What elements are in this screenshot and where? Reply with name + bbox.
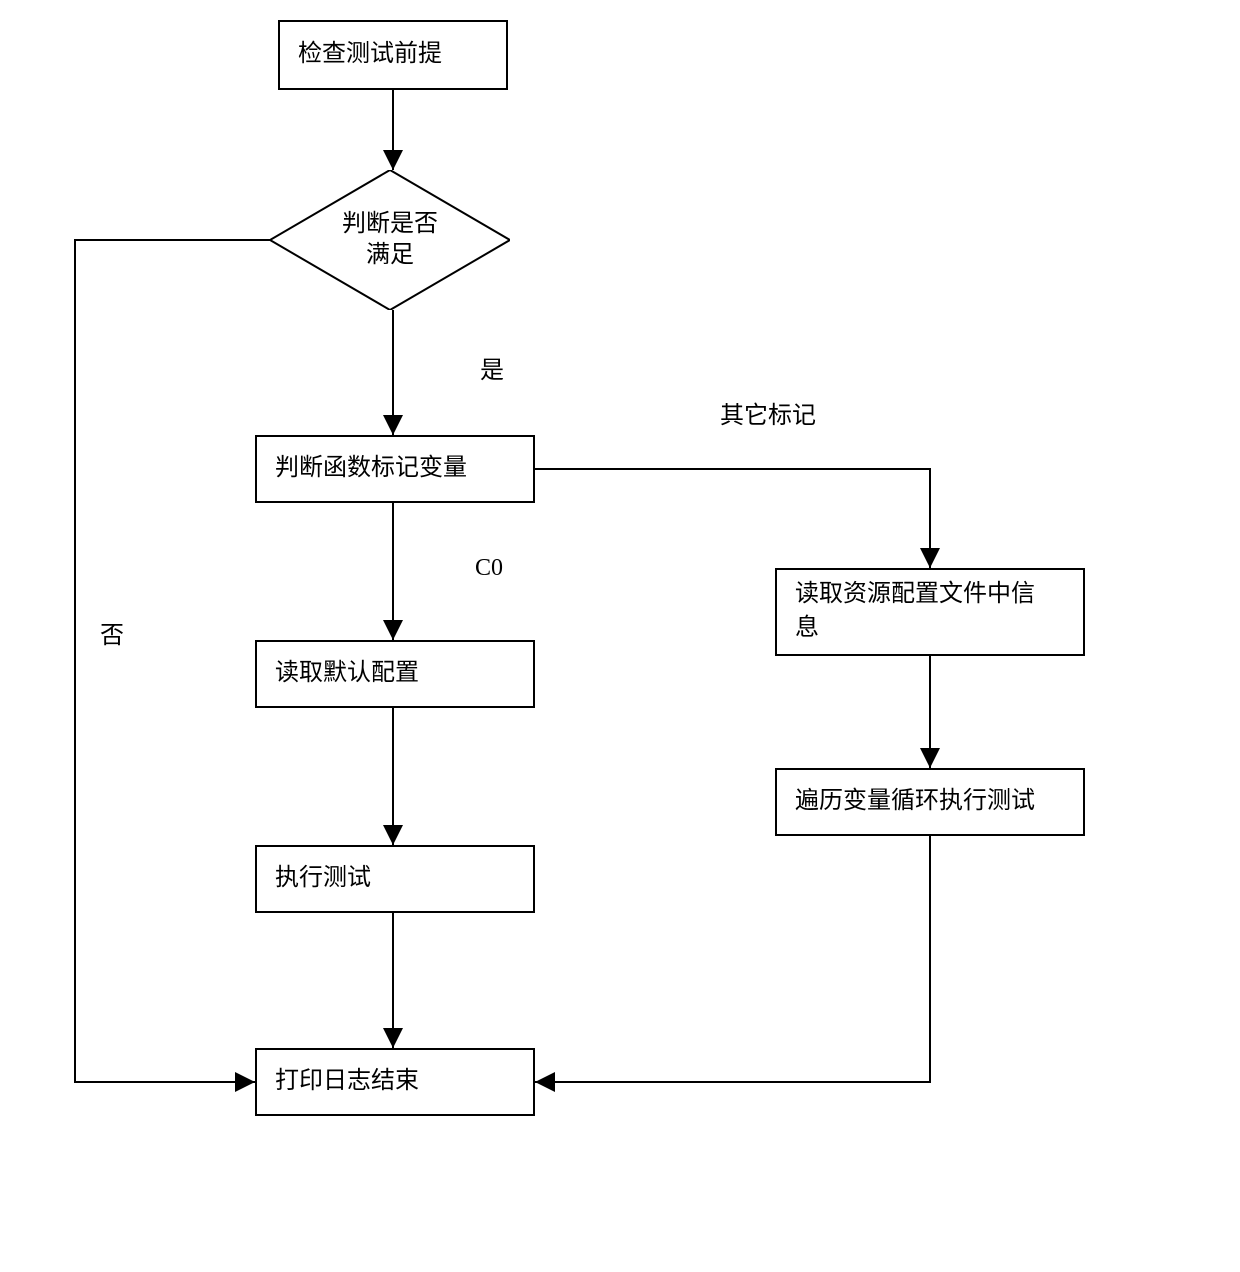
node-label: 判断函数标记变量 bbox=[275, 452, 467, 486]
flowchart-node-n1: 检查测试前提 bbox=[278, 20, 508, 90]
edge-label-n3-n4: C0 bbox=[475, 555, 503, 582]
node-label: 读取默认配置 bbox=[275, 657, 419, 691]
edge-label-n2-n3: 是 bbox=[480, 350, 504, 385]
edge-label-n3-n7: 其它标记 bbox=[720, 395, 816, 430]
edge-label-n2-n6: 否 bbox=[100, 615, 124, 650]
node-label: 读取资源配置文件中信 息 bbox=[795, 578, 1035, 645]
node-label: 打印日志结束 bbox=[275, 1065, 419, 1099]
flowchart-node-n3: 判断函数标记变量 bbox=[255, 435, 535, 503]
edge-n3-n7 bbox=[535, 469, 930, 568]
node-label: 检查测试前提 bbox=[298, 38, 442, 72]
flowchart-node-n4: 读取默认配置 bbox=[255, 640, 535, 708]
node-label: 判断是否 满足 bbox=[342, 209, 438, 271]
flowchart-node-n6: 打印日志结束 bbox=[255, 1048, 535, 1116]
flowchart-node-n2: 判断是否 满足 bbox=[270, 170, 510, 310]
edge-n2-n6 bbox=[75, 240, 270, 1082]
node-label: 遍历变量循环执行测试 bbox=[795, 785, 1035, 819]
flowchart-node-n8: 遍历变量循环执行测试 bbox=[775, 768, 1085, 836]
flowchart-node-n7: 读取资源配置文件中信 息 bbox=[775, 568, 1085, 656]
flowchart-container: 检查测试前提判断是否 满足判断函数标记变量读取默认配置执行测试打印日志结束 读取资… bbox=[0, 0, 1240, 1272]
edge-n8-n6 bbox=[535, 836, 930, 1082]
flowchart-node-n5: 执行测试 bbox=[255, 845, 535, 913]
node-label: 执行测试 bbox=[275, 862, 371, 896]
